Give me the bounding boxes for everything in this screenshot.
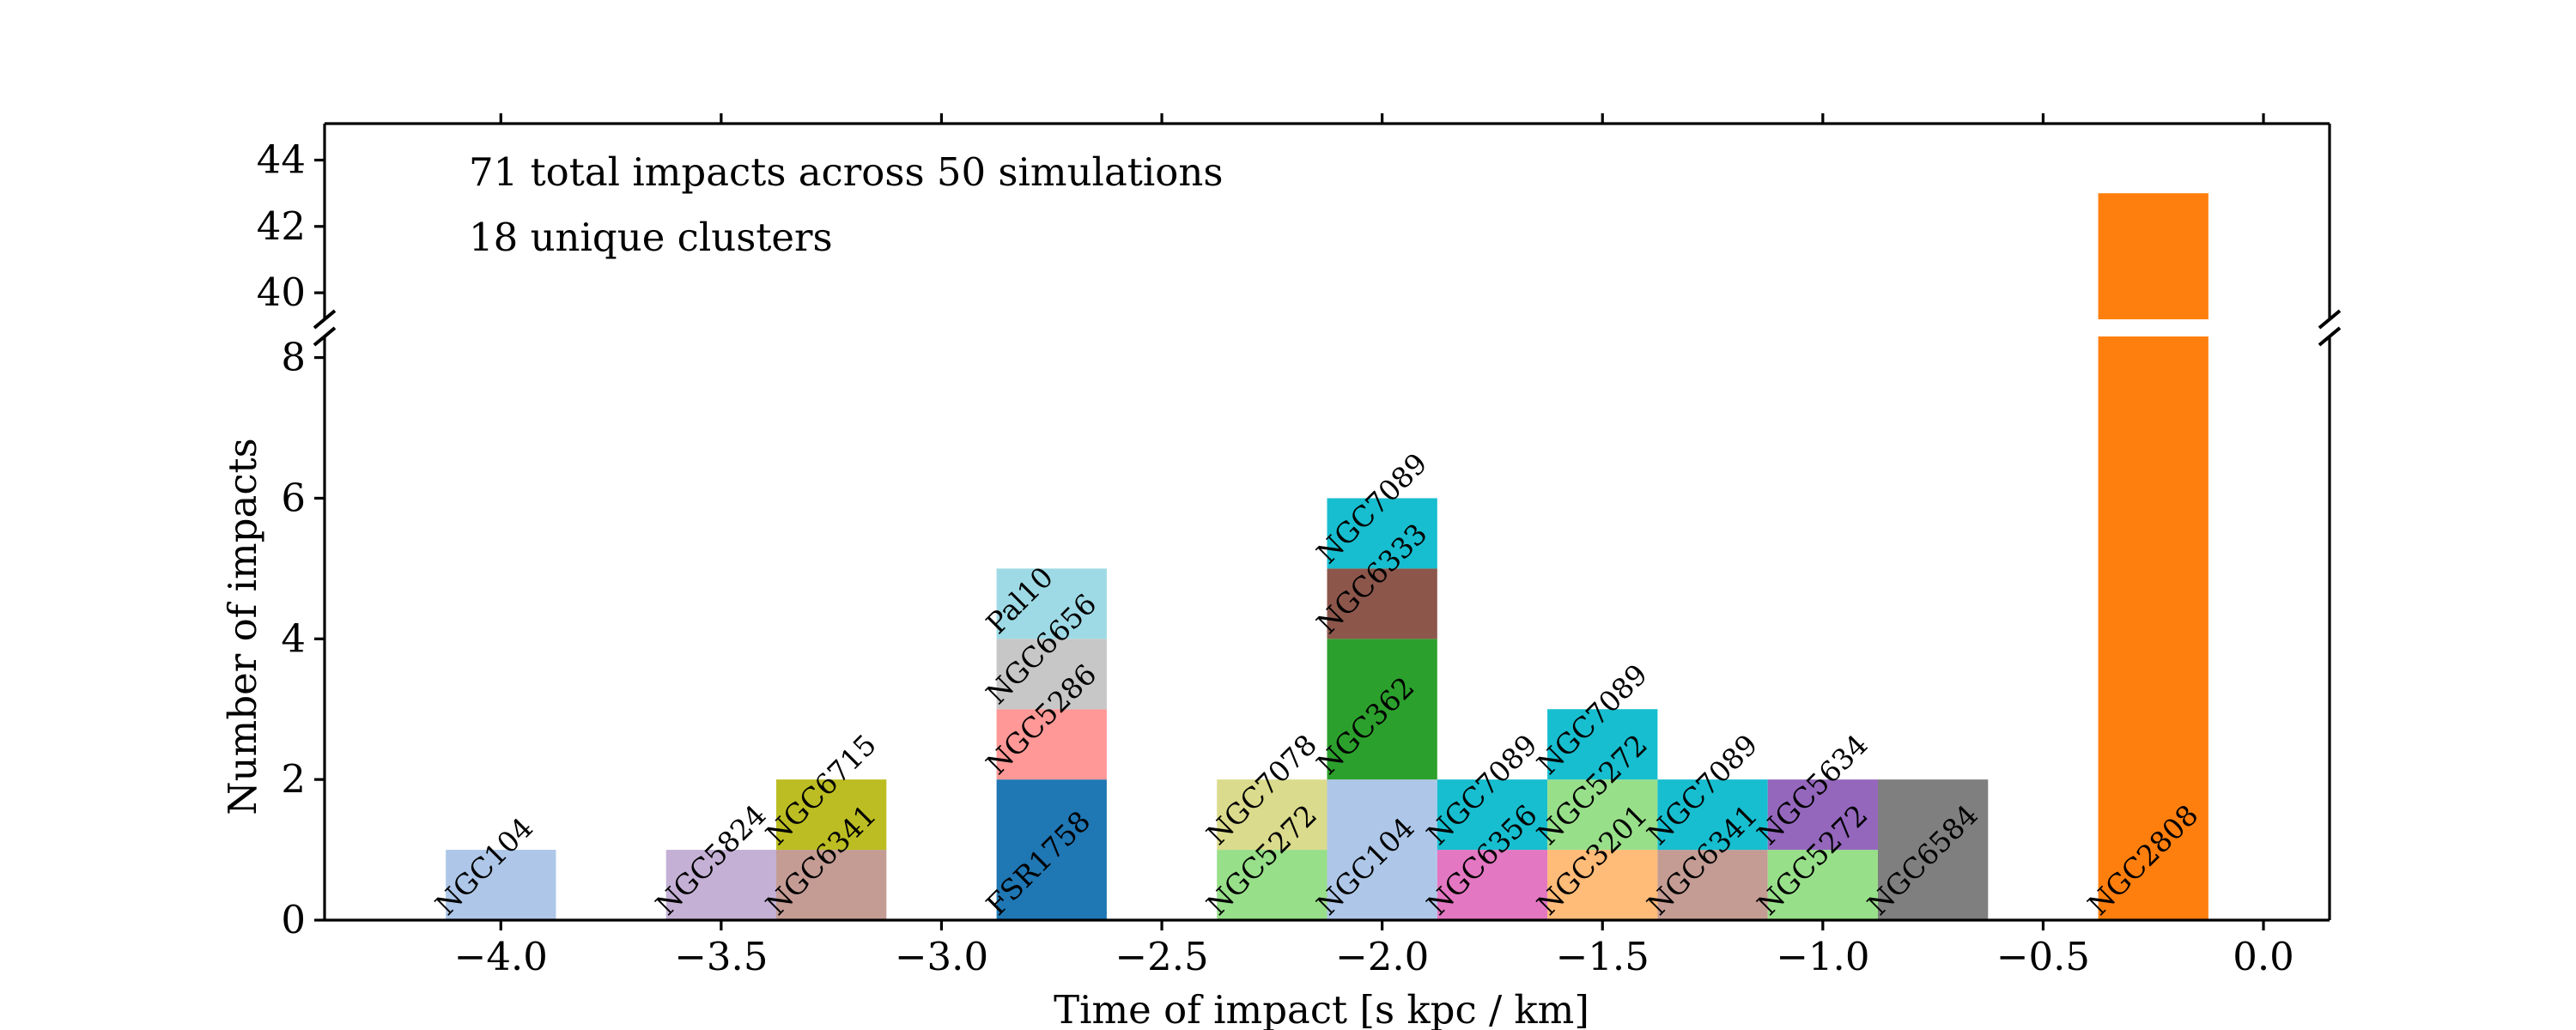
annotation-total-impacts: 71 total impacts across 50 simulations bbox=[469, 149, 1223, 195]
bar-segment-ngc6656 bbox=[996, 639, 1107, 710]
bar-segment-ngc7089 bbox=[1327, 498, 1437, 569]
x-tick-label: −2.0 bbox=[1335, 934, 1429, 979]
y-tick-label: 4 bbox=[281, 615, 306, 661]
bar-segment-ngc7089 bbox=[1657, 779, 1768, 851]
bar-segment-ngc5272 bbox=[1547, 779, 1658, 851]
bar-segment-ngc104 bbox=[1327, 779, 1437, 920]
y-tick-label: 0 bbox=[281, 897, 306, 942]
y-axis-label: Number of impacts bbox=[220, 438, 265, 815]
axes-layer bbox=[313, 122, 2342, 922]
y-tick-label-top: 44 bbox=[257, 137, 306, 183]
x-tick-label: 0.0 bbox=[2233, 934, 2294, 979]
bar-segment-ngc7089 bbox=[1547, 709, 1658, 780]
x-axis-label: Time of impact [s kpc / km] bbox=[1054, 987, 1589, 1030]
bar-segment-ngc6715 bbox=[776, 779, 887, 851]
bar-segment-ngc2808 bbox=[2098, 336, 2208, 920]
bar-segment-fsr1758 bbox=[996, 779, 1107, 920]
bar-segment-ngc5824 bbox=[665, 850, 777, 920]
bar-segment-ngc6333 bbox=[1327, 568, 1437, 639]
axis-break-mark bbox=[2318, 326, 2342, 347]
ticks-layer: −4.0 −3.5 −3.0 −2.5 −2.0 −1.5 −1.0 −0.5 0.0 0 2 4 6 8… bbox=[257, 113, 2294, 979]
bar-segment-ngc104 bbox=[446, 850, 556, 920]
x-tick-label: −3.5 bbox=[674, 934, 768, 979]
bar-segment-ngc7089 bbox=[1437, 779, 1548, 851]
bar-segment-ngc6341 bbox=[1657, 850, 1768, 920]
x-tick-label: −2.5 bbox=[1115, 934, 1208, 979]
bar-segment-ngc5286 bbox=[996, 709, 1107, 780]
y-tick-label-top: 40 bbox=[257, 270, 306, 315]
bar-segment-ngc3201 bbox=[1547, 850, 1658, 920]
axis-break-mark bbox=[2318, 309, 2342, 330]
bars-layer bbox=[446, 193, 2208, 920]
y-tick-label: 8 bbox=[281, 335, 306, 380]
bar-segment-ngc6584 bbox=[1877, 779, 1989, 920]
bar-segment-ngc6341 bbox=[776, 850, 887, 920]
x-tick-label: −4.0 bbox=[454, 934, 548, 979]
x-tick-label: −1.0 bbox=[1776, 934, 1869, 979]
y-tick-label-top: 42 bbox=[257, 203, 306, 249]
axis-break-mark bbox=[313, 326, 337, 347]
bar-segment-top-ngc2808 bbox=[2098, 193, 2208, 319]
y-tick-label: 2 bbox=[281, 756, 306, 802]
bar-segment-ngc362 bbox=[1327, 639, 1437, 780]
bar-segment-ngc5272 bbox=[1767, 850, 1878, 920]
bar-segment-ngc5634 bbox=[1767, 779, 1878, 851]
bar-segment-ngc6356 bbox=[1437, 850, 1548, 920]
bar-segment-pal10 bbox=[996, 568, 1107, 639]
x-tick-label: −1.5 bbox=[1556, 934, 1649, 979]
bar-segment-ngc7078 bbox=[1217, 779, 1327, 851]
y-tick-label: 6 bbox=[281, 475, 306, 520]
annotation-unique-clusters: 18 unique clusters bbox=[469, 215, 833, 260]
axis-break-mark bbox=[313, 309, 337, 330]
x-tick-label: −3.0 bbox=[895, 934, 988, 979]
bar-segment-ngc5272 bbox=[1217, 850, 1327, 920]
x-tick-label: −0.5 bbox=[1996, 934, 2090, 979]
